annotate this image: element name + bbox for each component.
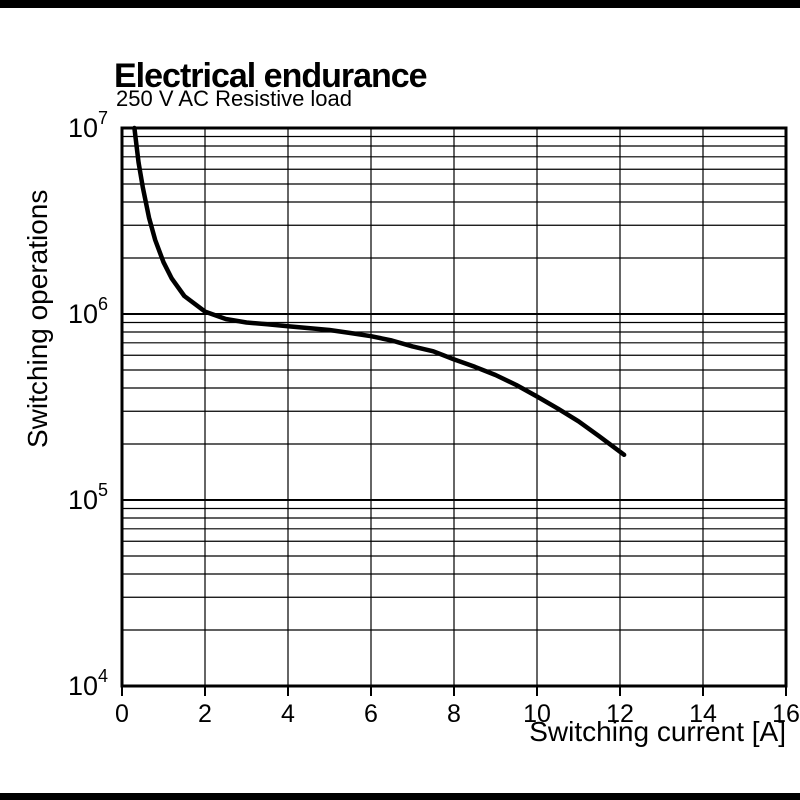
x-tick-label: 16 (772, 700, 800, 728)
x-tick-label: 14 (689, 700, 717, 728)
chart-subtitle: 250 V AC Resistive load (116, 86, 353, 111)
y-tick-label: 107 (68, 108, 108, 143)
y-tick-label: 104 (68, 666, 108, 701)
x-axis-label: Switching current [A] (529, 716, 786, 747)
chart-title: Electrical endurance (114, 56, 428, 95)
x-tick-label: 12 (606, 700, 634, 728)
x-tick-label: 0 (115, 700, 129, 728)
x-tick-label: 8 (447, 700, 461, 728)
plot-frame (120, 126, 788, 688)
x-tick-label: 4 (281, 700, 295, 728)
bottom-border (0, 793, 800, 800)
y-tick-label: 105 (68, 480, 108, 515)
x-tick-label: 6 (364, 700, 378, 728)
x-tick-label: 2 (198, 700, 212, 728)
x-tick-label: 10 (523, 700, 551, 728)
y-tick-label: 106 (68, 294, 108, 329)
top-border (0, 0, 800, 8)
endurance-curve (132, 125, 627, 458)
